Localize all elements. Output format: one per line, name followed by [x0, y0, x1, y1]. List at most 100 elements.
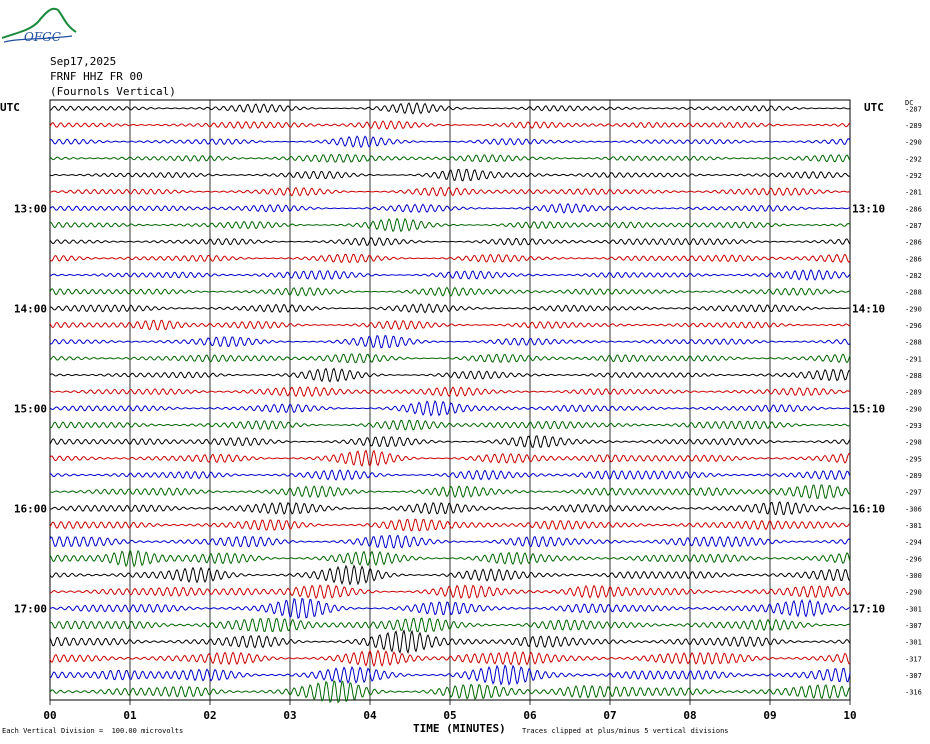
dc-offset-label: -292: [905, 172, 922, 180]
dc-offset-label: -290: [905, 305, 922, 313]
trace-row: [49, 186, 851, 197]
trace-row: [49, 286, 851, 297]
dc-offset-label: -286: [905, 205, 922, 213]
dc-offset-label: -293: [905, 422, 922, 430]
dc-offset-label: -289: [905, 389, 922, 397]
x-tick-label: 06: [523, 709, 537, 722]
x-tick-label: 10: [843, 709, 856, 722]
trace-row: [49, 564, 851, 586]
right-time-label: 17:10: [852, 602, 885, 615]
x-tick-label: 04: [363, 709, 377, 722]
trace-row: [49, 168, 851, 182]
right-time-label: 15:10: [852, 402, 885, 415]
left-time-label: 16:00: [14, 502, 47, 515]
trace-row: [49, 217, 851, 233]
dc-offset-label: -316: [905, 689, 922, 697]
dc-offset-label: -306: [905, 505, 922, 513]
trace-row: [49, 664, 851, 686]
dc-offset-label: -295: [905, 455, 922, 463]
trace-row: [49, 680, 851, 704]
x-tick-label: 03: [283, 709, 296, 722]
left-time-label: 14:00: [14, 302, 47, 315]
left-time-label: 17:00: [14, 602, 47, 615]
dc-offset-label: -288: [905, 289, 922, 297]
x-tick-label: 01: [123, 709, 137, 722]
trace-row: [49, 102, 851, 115]
trace-row: [49, 386, 851, 398]
dc-offset-label: -289: [905, 122, 922, 130]
x-tick-label: 08: [683, 709, 696, 722]
dc-offset-label: -286: [905, 239, 922, 247]
dc-offset-label: -300: [905, 572, 922, 580]
trace-row: [49, 549, 851, 568]
station-label: FRNF HHZ FR 00: [50, 70, 143, 83]
right-utc-title: UTC: [864, 101, 884, 114]
trace-row: [49, 269, 851, 281]
dc-offset-label: -307: [905, 672, 922, 680]
ofgc-logo: OFGC: [1, 7, 77, 44]
trace-row: [49, 469, 851, 481]
trace-row: [49, 534, 851, 549]
dc-offset-label: -317: [905, 655, 922, 663]
dc-offset-label: -296: [905, 322, 922, 330]
trace-row: [49, 400, 851, 417]
trace-row: [49, 153, 851, 163]
dc-offset-label: -301: [905, 639, 922, 647]
left-time-label: 15:00: [14, 402, 47, 415]
trace-row: [49, 617, 851, 633]
trace-row: [49, 419, 851, 431]
dc-offset-label: -286: [905, 255, 922, 263]
x-tick-label: 05: [443, 709, 456, 722]
dc-offset-label: -290: [905, 405, 922, 413]
right-time-label: 13:10: [852, 202, 885, 215]
trace-row: [49, 518, 851, 532]
x-tick-label: 07: [603, 709, 616, 722]
trace-row: [49, 303, 851, 314]
trace-row: [49, 335, 851, 349]
trace-row: [49, 353, 851, 364]
svg-text:OFGC: OFGC: [24, 30, 61, 44]
trace-row: [49, 649, 851, 668]
trace-row: [49, 319, 851, 331]
trace-row: [49, 501, 851, 516]
dc-offset-label: -290: [905, 139, 922, 147]
dc-offset-label: -288: [905, 339, 922, 347]
dc-offset-label: -298: [905, 439, 922, 447]
trace-row: [49, 435, 851, 449]
right-time-label: 16:10: [852, 502, 885, 515]
x-tick-label: 00: [43, 709, 56, 722]
trace-row: [49, 253, 851, 263]
x-axis-title: TIME (MINUTES): [413, 722, 506, 735]
vertical-division-note: Each Vertical Division = 100.00 microvol…: [2, 727, 184, 735]
trace-row: [49, 120, 851, 130]
dc-offset-label: -307: [905, 622, 922, 630]
clip-note: Traces clipped at plus/minus 5 vertical …: [522, 727, 729, 735]
trace-row: [49, 597, 851, 619]
x-tick-label: 09: [763, 709, 776, 722]
trace-row: [49, 629, 851, 655]
trace-row: [49, 135, 851, 149]
trace-row: [49, 484, 851, 500]
trace-row: [49, 367, 851, 383]
dc-offset-label: -294: [905, 539, 922, 547]
left-time-label: 13:00: [14, 202, 47, 215]
dc-offset-label: -297: [905, 489, 922, 497]
dc-offset-label: -301: [905, 605, 922, 613]
left-utc-title: UTC: [0, 101, 20, 114]
date-label: Sep17,2025: [50, 55, 117, 68]
dc-offset-label: -290: [905, 589, 922, 597]
right-time-label: 14:10: [852, 302, 885, 315]
dc-offset-label: -292: [905, 155, 922, 163]
trace-row: [49, 237, 851, 247]
trace-row: [49, 202, 851, 214]
dc-offset-label: -291: [905, 355, 922, 363]
trace-row: [49, 584, 851, 600]
dc-offset-label: -287: [905, 222, 922, 230]
dc-offset-label: -282: [905, 272, 922, 280]
dc-offset-label: -287: [905, 105, 922, 113]
x-tick-label: 02: [203, 709, 216, 722]
dc-offset-label: -289: [905, 472, 922, 480]
dc-title: DC: [905, 99, 914, 107]
dc-offset-label: -281: [905, 189, 922, 197]
